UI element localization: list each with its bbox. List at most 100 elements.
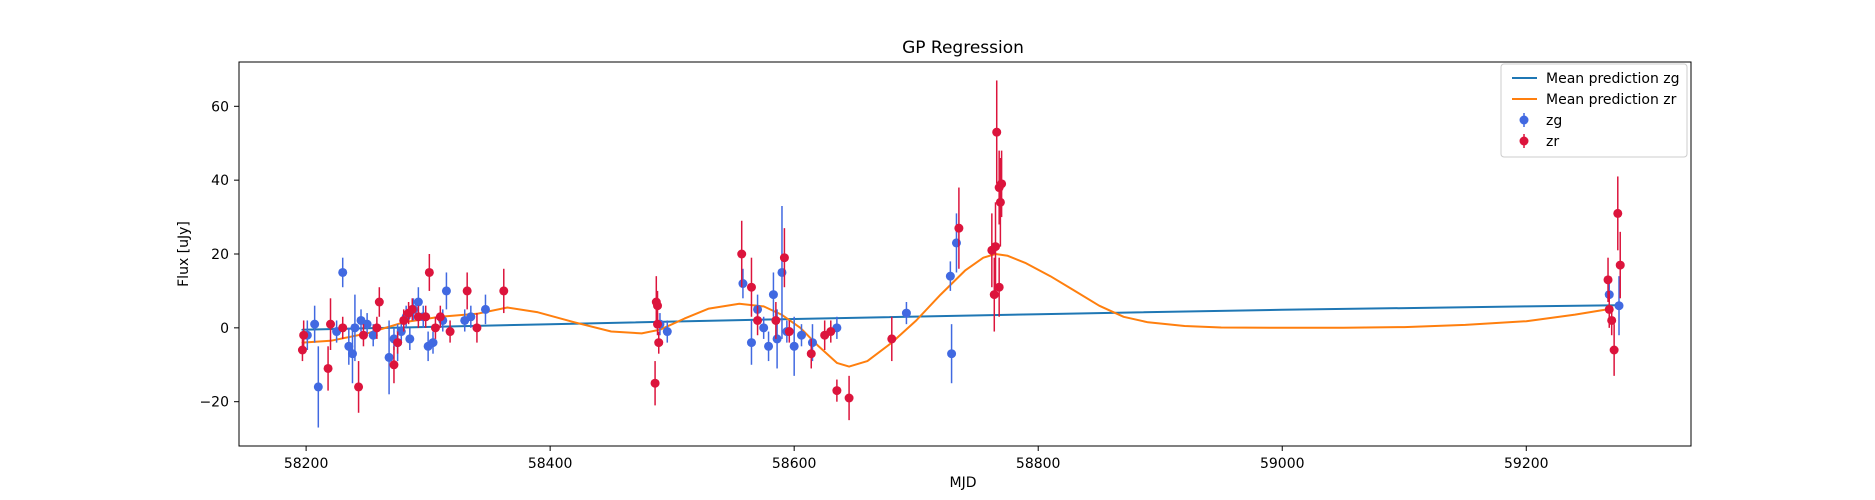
zg-point-16 (405, 334, 415, 344)
zg-point-28 (662, 327, 672, 337)
zr-point-21 (472, 323, 482, 333)
legend-label-zg: zg (1546, 113, 1562, 129)
legend: Mean prediction zg Mean prediction zr zg… (1500, 63, 1688, 158)
zg-point-42 (901, 308, 911, 318)
chart-title: GP Regression (902, 38, 1024, 58)
y-tick-label--20: −20 (199, 395, 229, 411)
zg-point-26 (480, 304, 490, 314)
zr-point-10 (393, 338, 403, 348)
zr-point-37 (832, 386, 842, 396)
x-axis-ticks: 58200 58400 58600 58800 59000 59200 (284, 446, 1549, 472)
zr-point-34 (806, 349, 816, 359)
zr-point-53 (1613, 208, 1623, 218)
legend-label-mean-zr: Mean prediction zr (1546, 92, 1677, 108)
zr-point-42 (989, 290, 999, 300)
zr-point-29 (746, 282, 756, 292)
zg-point-25 (466, 312, 476, 322)
zr-point-22 (499, 286, 509, 296)
zr-point-2 (323, 363, 333, 373)
zr-point-18 (435, 312, 445, 322)
zr-point-32 (779, 253, 789, 263)
plot-marks (297, 80, 1625, 428)
zg-point-43 (945, 271, 955, 281)
zg-point-33 (764, 341, 774, 351)
zr-point-38 (844, 393, 854, 403)
zr-point-48 (997, 179, 1007, 189)
zr-point-9 (389, 360, 399, 370)
legend-marker-zg (1519, 115, 1529, 125)
zg-point-34 (768, 290, 778, 300)
zr-point-13 (407, 304, 417, 314)
x-tick-label-58200: 58200 (284, 456, 329, 472)
zr-point-25 (653, 301, 663, 311)
zr-point-7 (372, 323, 382, 333)
zr-point-6 (358, 330, 368, 340)
zr-point-39 (887, 334, 897, 344)
zg-point-9 (362, 319, 372, 329)
zr-point-23 (650, 378, 660, 388)
x-tick-label-58400: 58400 (528, 456, 573, 472)
x-tick-label-58800: 58800 (1016, 456, 1061, 472)
zr-point-51 (1607, 315, 1617, 325)
series-line-mean-prediction-zg (301, 304, 1619, 331)
zg-point-5 (344, 341, 354, 351)
zr-point-31 (771, 315, 781, 325)
zr-point-30 (753, 315, 763, 325)
zg-point-23 (441, 286, 451, 296)
zr-point-43 (991, 242, 1001, 252)
zr-point-16 (424, 267, 434, 277)
y-axis-ticks: −20 0 20 40 60 (199, 99, 239, 411)
zg-point-10 (368, 330, 378, 340)
zr-point-14 (413, 312, 423, 322)
zr-point-15 (421, 312, 431, 322)
zr-point-54 (1615, 260, 1625, 270)
zr-point-40 (954, 223, 964, 233)
zr-point-44 (992, 127, 1002, 137)
zr-point-52 (1609, 345, 1619, 355)
legend-box (1500, 63, 1688, 158)
y-tick-label-40: 40 (211, 173, 229, 189)
legend-label-zr: zr (1546, 134, 1559, 150)
zg-point-35 (772, 334, 782, 344)
zr-point-17 (430, 323, 440, 333)
zr-point-3 (326, 319, 336, 329)
zg-point-29 (738, 279, 748, 289)
zr-point-4 (338, 323, 348, 333)
zr-point-27 (654, 338, 664, 348)
zg-point-21 (428, 338, 438, 348)
zg-point-1 (310, 319, 320, 329)
zr-point-20 (462, 286, 472, 296)
zr-point-5 (354, 382, 364, 392)
y-tick-label-20: 20 (211, 247, 229, 263)
zr-point-46 (994, 282, 1004, 292)
zr-point-1 (299, 330, 309, 340)
x-tick-label-59000: 59000 (1260, 456, 1305, 472)
legend-label-mean-zg: Mean prediction zg (1546, 71, 1680, 87)
y-axis-label: Flux [uJy] (176, 221, 192, 287)
y-tick-label-0: 0 (220, 321, 229, 337)
zg-point-7 (350, 323, 360, 333)
x-axis-label: MJD (950, 475, 977, 491)
zr-point-47 (995, 197, 1005, 207)
zr-point-19 (445, 327, 455, 337)
series-line-mean-prediction-zr (301, 253, 1613, 368)
y-tick-label-60: 60 (211, 99, 229, 115)
zr-point-11 (399, 315, 409, 325)
zg-point-47 (1614, 301, 1624, 311)
legend-marker-zr (1519, 136, 1529, 146)
zg-point-39 (796, 330, 806, 340)
zg-point-38 (789, 341, 799, 351)
x-tick-label-59200: 59200 (1504, 456, 1549, 472)
zr-point-0 (297, 345, 307, 355)
zg-point-18 (413, 297, 423, 307)
zr-point-36 (826, 327, 836, 337)
zr-point-33 (784, 327, 794, 337)
zg-point-44 (947, 349, 957, 359)
zr-point-8 (374, 297, 384, 307)
zg-point-40 (807, 338, 817, 348)
zr-point-26 (653, 319, 663, 329)
zg-point-32 (759, 323, 769, 333)
zg-point-4 (338, 267, 348, 277)
zr-point-49 (1603, 275, 1613, 285)
